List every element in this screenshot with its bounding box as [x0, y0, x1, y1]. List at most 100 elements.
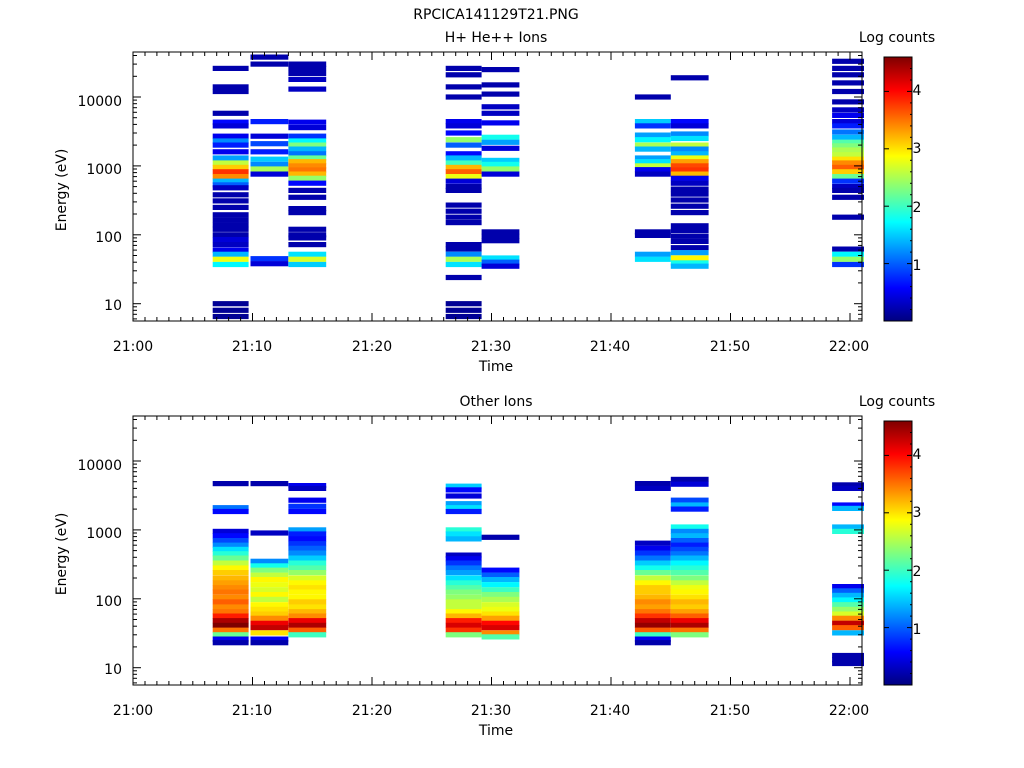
- heatmap-cell: [445, 261, 482, 268]
- heatmap-cell: [670, 180, 709, 186]
- heatmap-cell: [832, 611, 864, 617]
- heatmap-cell: [288, 485, 327, 491]
- heatmap-cell: [445, 307, 482, 313]
- heatmap-cell: [250, 530, 289, 536]
- heatmap-cell: [634, 142, 671, 148]
- panel-title: Other Ions: [459, 394, 532, 410]
- heatmap-cell: [445, 570, 482, 576]
- heatmap-cell: [634, 163, 671, 169]
- heatmap-cell: [832, 194, 864, 200]
- heatmap-cell: [832, 606, 864, 612]
- heatmap-cell: [670, 618, 709, 624]
- heatmap-cell: [634, 545, 671, 551]
- heatmap-cell: [445, 508, 482, 515]
- heatmap-cell: [634, 636, 671, 642]
- x-tick-label: 21:20: [352, 703, 392, 719]
- heatmap-cell: [445, 493, 482, 499]
- heatmap-cell: [445, 151, 482, 157]
- heatmap-cell: [212, 307, 249, 313]
- heatmap-cell: [250, 61, 289, 67]
- heatmap-cell: [670, 123, 709, 129]
- heatmap-cell: [445, 589, 482, 595]
- heatmap-cell: [212, 226, 249, 232]
- colorbar-tick-label: 3: [913, 141, 922, 157]
- heatmap-cell: [832, 261, 864, 268]
- x-tick-label: 21:00: [113, 703, 153, 719]
- heatmap-cell: [670, 75, 709, 81]
- heatmap-cell: [634, 94, 671, 100]
- heatmap-cell: [250, 171, 289, 177]
- heatmap-cell: [670, 599, 709, 605]
- heatmap-cell: [670, 575, 709, 581]
- heatmap-cell: [634, 167, 671, 173]
- heatmap-cell: [481, 166, 520, 172]
- heatmap-cell: [670, 589, 709, 595]
- heatmap-cell: [481, 139, 520, 145]
- y-tick-label: 10: [104, 662, 122, 678]
- heatmap-cell: [445, 274, 482, 281]
- heatmap-cell: [832, 139, 864, 145]
- y-axis-label: Energy (eV): [54, 149, 70, 232]
- heatmap-cell: [212, 560, 249, 566]
- heatmap-cell: [288, 550, 327, 556]
- heatmap-cell: [288, 261, 327, 268]
- heatmap-cell: [288, 622, 327, 628]
- heatmap-cell: [288, 70, 327, 76]
- heatmap-cell: [481, 582, 520, 588]
- heatmap-cell: [250, 558, 289, 564]
- x-tick-label: 21:10: [232, 703, 272, 719]
- y-tick-label: 10000: [77, 458, 122, 474]
- heatmap-cell: [634, 481, 671, 487]
- heatmap-cell: [481, 606, 520, 612]
- heatmap-cell: [212, 212, 249, 218]
- heatmap-cell: [634, 594, 671, 600]
- x-tick-label: 21:40: [590, 339, 630, 355]
- heatmap-cell: [250, 625, 289, 631]
- heatmap-cell: [250, 611, 289, 617]
- heatmap-cell: [670, 570, 709, 576]
- heatmap-cell: [670, 551, 709, 557]
- heatmap-cell: [670, 585, 709, 591]
- heatmap-cell: [634, 585, 671, 591]
- heatmap-cell: [212, 198, 249, 204]
- heatmap-cell: [445, 487, 482, 493]
- heatmap-cell: [288, 65, 327, 71]
- panel-h-he-ions: H+ He++ Ions Log counts Energy (eV) Time…: [54, 30, 935, 375]
- heatmap-cell: [288, 508, 327, 515]
- heatmap-cell: [481, 259, 520, 265]
- heatmap-cell: [832, 588, 864, 594]
- heatmap-cell: [288, 187, 327, 193]
- colorbar: [883, 420, 913, 686]
- heatmap-cell: [445, 178, 482, 184]
- heatmap-cell: [670, 175, 709, 181]
- heatmap-cell: [832, 657, 864, 663]
- heatmap-cell: [670, 186, 709, 192]
- heatmap-cell: [670, 233, 709, 239]
- heatmap-cell: [832, 214, 864, 220]
- heatmap-cell: [832, 129, 864, 135]
- heatmap-cell: [481, 611, 520, 617]
- heatmap-cell: [212, 155, 249, 161]
- heatmap-cell: [445, 169, 482, 175]
- heatmap-cell: [634, 485, 671, 491]
- heatmap-cell: [445, 137, 482, 143]
- heatmap-cell: [670, 542, 709, 548]
- heatmap-cell: [212, 182, 249, 188]
- heatmap-cell: [445, 208, 482, 214]
- heatmap-cell: [212, 538, 249, 544]
- x-tick-label: 21:00: [113, 339, 153, 355]
- heatmap-cell: [212, 533, 249, 539]
- heatmap-cell: [670, 255, 709, 261]
- heatmap-cell: [670, 146, 709, 152]
- heatmap-cell: [670, 632, 709, 638]
- heatmap-cell: [670, 580, 709, 586]
- heatmap-cell: [212, 237, 249, 243]
- heatmap-cell: [634, 232, 671, 238]
- heatmap-cell: [212, 119, 249, 125]
- heatmap-cell: [832, 592, 864, 598]
- panel-other-ions: Other Ions Log counts Energy (eV) Time 1…: [54, 394, 935, 739]
- heatmap-cell: [634, 132, 671, 138]
- heatmap-cell: [212, 609, 249, 615]
- heatmap-cell: [670, 524, 709, 530]
- heatmap-cell: [634, 632, 671, 638]
